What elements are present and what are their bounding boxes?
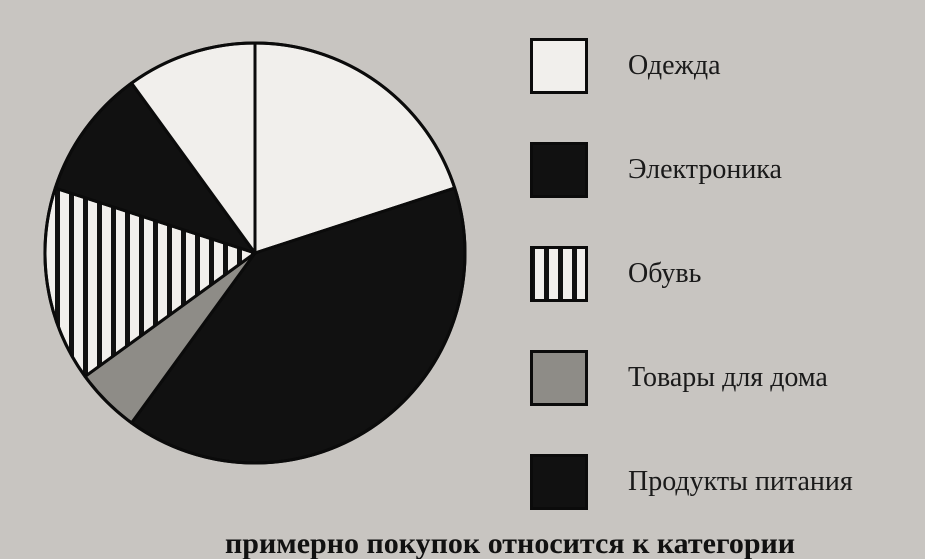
legend: Одежда Электроника Обувь Товары для дома Про… (530, 38, 853, 510)
legend-label: Товары для дома (628, 362, 828, 394)
legend-row: Электроника (530, 142, 853, 198)
legend-swatch (530, 38, 588, 94)
legend-label: Обувь (628, 258, 701, 290)
footer-fragment: примерно покупок относится к категории (225, 527, 795, 559)
legend-row: Одежда (530, 38, 853, 94)
legend-row: Товары для дома (530, 350, 853, 406)
legend-swatch (530, 454, 588, 510)
legend-swatch (530, 350, 588, 406)
legend-row: Продукты питания (530, 454, 853, 510)
pie-chart (41, 39, 469, 472)
legend-swatch (530, 246, 588, 302)
legend-label: Электроника (628, 154, 782, 186)
legend-swatch (530, 142, 588, 198)
legend-label: Одежда (628, 50, 721, 82)
legend-label: Продукты питания (628, 466, 853, 498)
page-root: Одежда Электроника Обувь Товары для дома Про… (0, 0, 925, 559)
legend-row: Обувь (530, 246, 853, 302)
